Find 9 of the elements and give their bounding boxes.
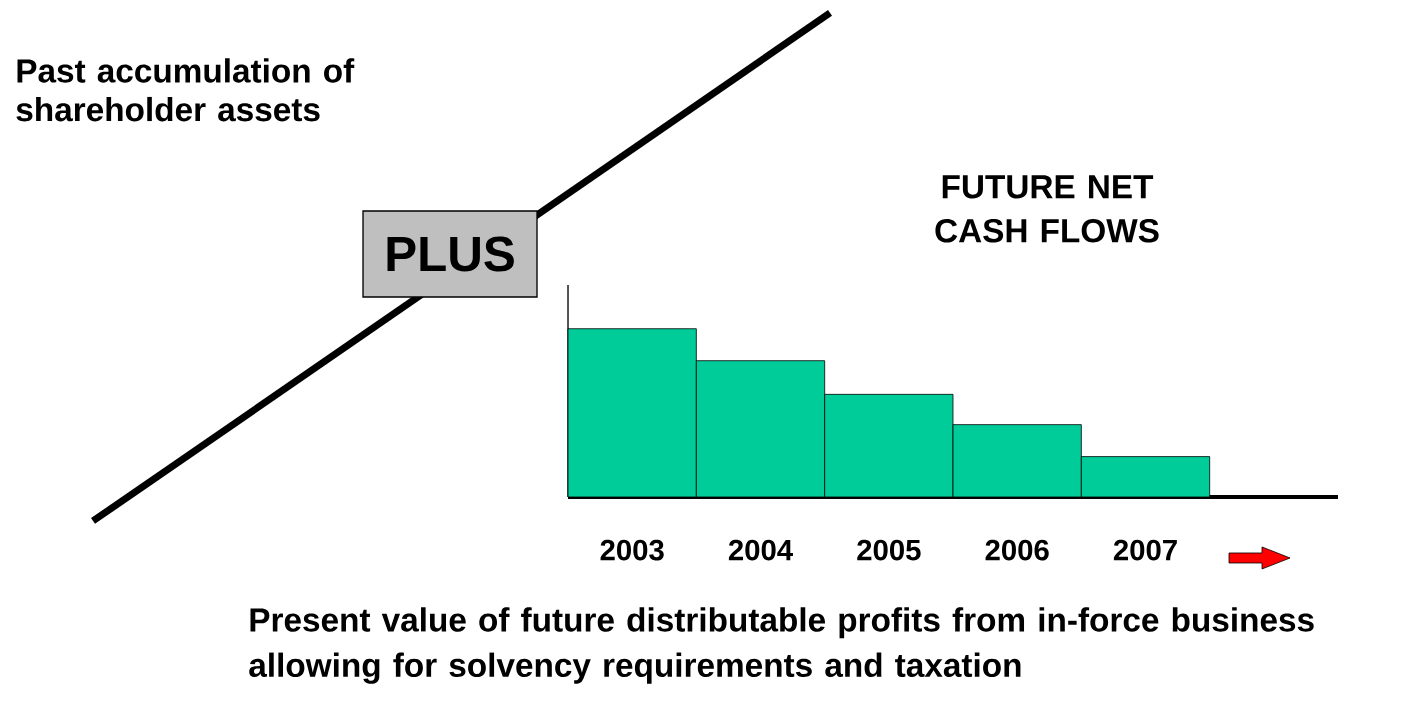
chart-title: FUTURE NET CASH FLOWS: [935, 175, 1159, 243]
x-tick-label: 2007: [1113, 539, 1177, 561]
text: Past accumulation of shareholder assets: [16, 58, 355, 122]
text: Present value of future distributable profits from in-force business allowing for solvency requirements and taxation: [249, 607, 1314, 684]
x-tick-label: 2004: [728, 539, 793, 561]
annotation: PLUS: [387, 236, 514, 272]
x-tick-label: 2003: [600, 539, 664, 561]
x-tick-label: 2005: [857, 539, 921, 561]
x-tick-label: 2006: [985, 539, 1049, 561]
